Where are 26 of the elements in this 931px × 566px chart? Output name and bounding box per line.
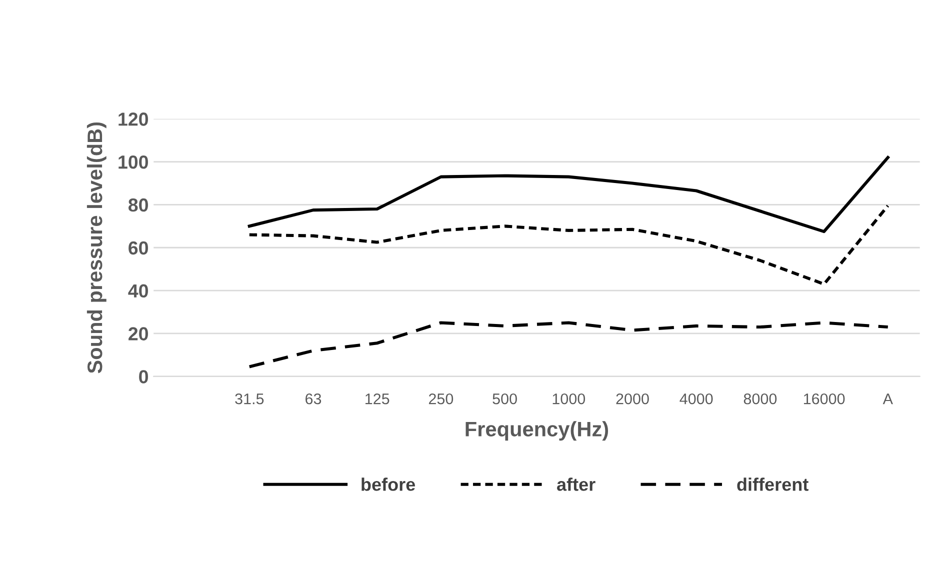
y-tick-label: 20 [128,327,148,340]
x-tick-label: 31.5 [235,393,264,404]
x-tick-label: 1000 [552,393,586,404]
y-axis-title: Sound pressure level(dB) [86,122,106,374]
x-tick-label: 4000 [680,393,713,404]
y-tick-label: 100 [118,155,148,169]
x-tick-label: 125 [366,393,390,404]
y-tick-label: 80 [128,198,148,212]
x-tick-label: 8000 [744,393,777,404]
x-tick-label: A [882,394,893,404]
legend-label: after [557,478,596,491]
legend-label: before [362,478,416,491]
x-tick-label: 250 [428,393,454,404]
line-series [248,204,890,286]
y-tick-label: 60 [128,241,148,255]
x-tick-label: 2000 [616,393,649,404]
x-tick-label: 16000 [804,393,845,404]
y-tick-label: 40 [128,284,148,298]
x-tick-label: 63 [306,393,322,404]
line-series [248,321,890,368]
legend-label: different [737,478,808,491]
x-tick-label: 500 [492,393,517,404]
line-series [248,156,890,234]
x-axis-title: Frequency(Hz) [466,421,608,441]
y-tick-label: 0 [139,370,148,384]
y-tick-label: 120 [118,112,148,126]
